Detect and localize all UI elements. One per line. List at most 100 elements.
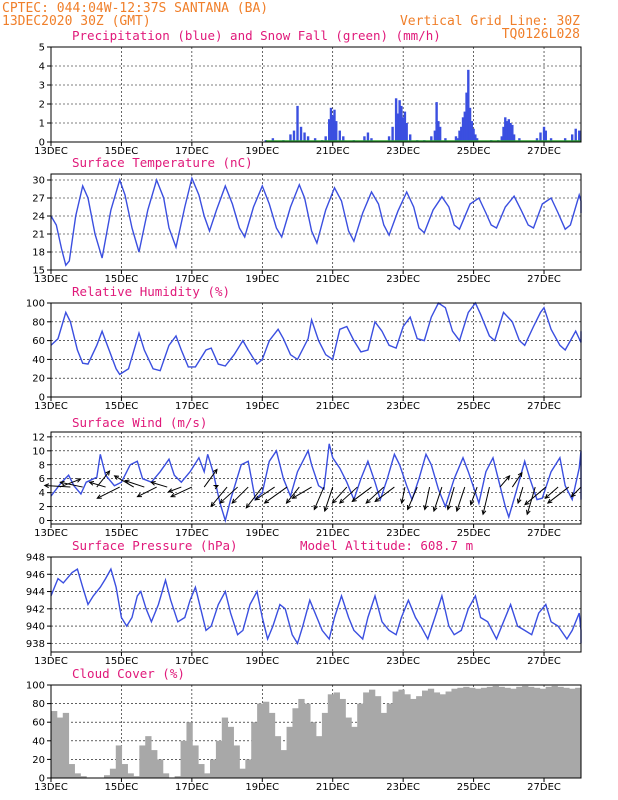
wind-arrowhead <box>210 501 216 508</box>
wind-vector <box>255 486 275 501</box>
cloud-bar <box>457 687 464 778</box>
cloud-bar <box>469 687 476 778</box>
wind-arrowhead <box>113 475 120 480</box>
x-tick-label: 15DEC <box>105 146 139 157</box>
wind-arrowhead <box>525 509 531 516</box>
wind-arrowhead <box>170 492 176 498</box>
station-header: CPTEC: 044:04W-12:37S SANTANA (BA) <box>2 1 268 16</box>
cloud-bar <box>516 686 523 778</box>
wind-arrowhead <box>136 492 142 498</box>
x-tick-label: 19DEC <box>245 782 279 793</box>
wind-arrowhead <box>544 493 550 500</box>
wind-vector <box>313 486 325 510</box>
precip-bar <box>400 105 403 142</box>
wind-vector <box>203 469 218 488</box>
precip-bar <box>430 136 433 142</box>
y-tick-label: 6 <box>39 474 45 485</box>
wind-vector <box>407 486 418 510</box>
y-tick-label: 4 <box>39 62 45 73</box>
wind-arrowhead <box>254 495 260 501</box>
wind-arrowhead <box>167 488 174 493</box>
cloud-bar <box>221 717 229 778</box>
x-tick-label: 17DEC <box>175 782 209 793</box>
pressure-panel: Surface Pressure (hPa) Model Altitude: 6… <box>26 538 582 667</box>
cloud-bar <box>56 717 64 778</box>
cloud-bar <box>186 722 193 778</box>
precip-bar <box>289 134 292 142</box>
wind-arrowhead <box>516 498 522 505</box>
wind-arrowhead <box>423 504 428 511</box>
y-tick-label: 0 <box>39 138 45 149</box>
y-tick-label: 18 <box>32 248 45 259</box>
wind-arrowhead <box>365 498 371 504</box>
wind-vector <box>210 486 228 507</box>
y-tick-label: 80 <box>32 699 45 710</box>
precip-bar <box>401 117 405 142</box>
x-tick-label: 15DEC <box>105 782 139 793</box>
panel-frame <box>50 556 582 653</box>
y-tick-label: 2 <box>39 100 45 111</box>
wind-arrowhead <box>469 500 475 506</box>
precip-bar <box>467 69 470 142</box>
cloud-bar <box>533 687 541 778</box>
y-tick-label: 30 <box>32 176 45 187</box>
wind-arrowhead <box>231 498 237 504</box>
cloud-bar <box>475 688 482 778</box>
wind-vector <box>231 486 249 504</box>
precip-bar <box>535 138 539 142</box>
cloud-bar <box>557 686 564 778</box>
wind-arrowhead <box>338 498 345 504</box>
wind-arrowhead <box>76 478 82 483</box>
y-tick-label: 940 <box>26 622 45 633</box>
precip-bar <box>370 138 373 142</box>
wind-vector <box>170 486 193 498</box>
y-tick-label: 20 <box>32 755 45 766</box>
y-tick-label: 40 <box>32 355 45 366</box>
temperature-panel: Surface Temperature (nC) 30 27 24 21 18 1513D… <box>32 155 582 285</box>
cloud-bar <box>251 722 258 778</box>
wind-arrowhead <box>124 479 130 485</box>
precip-bar <box>511 124 514 142</box>
precip-bar <box>509 123 512 142</box>
y-tick-label: 21 <box>32 230 45 241</box>
cloud-bar <box>133 776 140 778</box>
grid-note: Vertical Grid Line: 30Z <box>400 14 580 29</box>
wind-arrowhead <box>59 480 65 486</box>
cloud-bar <box>80 776 87 778</box>
wind-vector <box>332 486 348 504</box>
pressure-title: Surface Pressure (hPa) <box>72 538 238 553</box>
wind-vector <box>433 486 443 512</box>
cloud-bar <box>257 703 264 778</box>
x-tick-label: 25DEC <box>457 146 491 157</box>
cloud-bar <box>569 688 576 778</box>
cloud-bar <box>486 686 494 778</box>
x-tick-label: 17DEC <box>175 528 209 539</box>
wind-arrowhead <box>323 506 329 513</box>
x-tick-label: 17DEC <box>175 146 209 157</box>
wind-vector <box>324 486 334 512</box>
precip-bar <box>403 111 407 142</box>
wind-vector <box>544 486 559 499</box>
cloud-bar <box>180 740 187 778</box>
wind-vector <box>524 486 547 506</box>
wind-arrowhead <box>546 498 553 504</box>
cloud-bar <box>433 692 441 778</box>
x-tick-label: 15DEC <box>105 401 139 412</box>
cloud-bar <box>374 696 382 778</box>
cloud-bar <box>62 712 70 778</box>
precip-bar <box>542 126 546 142</box>
y-tick-label: 0 <box>39 774 45 785</box>
y-tick-label: 942 <box>26 604 45 615</box>
x-tick-label: 21DEC <box>316 528 350 539</box>
cloud-bar <box>392 691 399 778</box>
x-tick-label: 17DEC <box>175 656 209 667</box>
x-tick-label: 25DEC <box>457 274 491 285</box>
wind-vector <box>511 472 523 488</box>
cloud-bar <box>115 745 123 778</box>
precip-bar <box>303 132 306 142</box>
cloud-bar <box>227 726 234 778</box>
precip-bar <box>437 121 440 142</box>
precip-bar <box>342 136 345 142</box>
